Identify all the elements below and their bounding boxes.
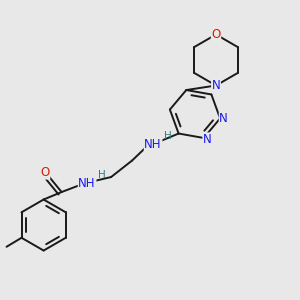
Text: O: O [212,28,220,41]
Text: H: H [164,130,171,141]
Text: O: O [40,166,50,179]
Text: N: N [212,79,220,92]
Text: N: N [203,133,212,146]
Text: NH: NH [78,176,96,190]
Text: H: H [98,169,106,180]
Text: N: N [219,112,228,125]
Text: NH: NH [144,137,162,151]
